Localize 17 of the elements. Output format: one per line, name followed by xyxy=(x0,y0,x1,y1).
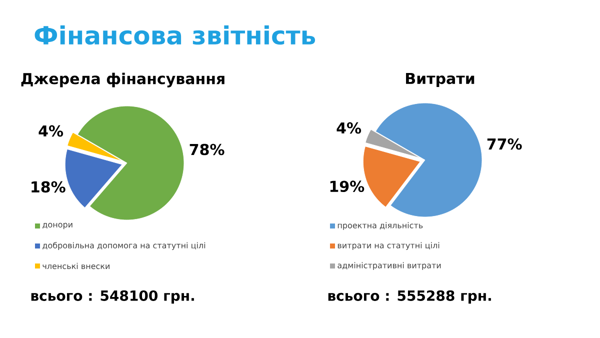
chart-title: Фінансова звітність xyxy=(34,25,316,45)
legend-label: добровільна допомога на статутні цілі xyxy=(42,242,206,250)
legend-label: адміністративні витрати xyxy=(338,262,441,270)
text: всього : 555288 грн. xyxy=(328,290,491,304)
chart-subtitle: Джерела фінансування xyxy=(21,72,224,88)
data-label: 4% xyxy=(38,125,64,137)
text: всього : 548100 грн. xyxy=(31,290,194,304)
legend-label: проектна діяльність xyxy=(338,222,423,230)
data-label: 4% xyxy=(336,122,362,134)
legend-label: витрати на статутні цілі xyxy=(338,242,440,250)
legend-label: членські внески xyxy=(42,262,110,270)
chart-title: Витрати xyxy=(406,72,474,88)
data-label: 77% xyxy=(487,138,522,150)
legend-label: донори xyxy=(42,222,72,230)
data-label: 78% xyxy=(190,144,224,156)
data-label: 18% xyxy=(32,181,66,193)
data-label: 19% xyxy=(330,180,364,192)
